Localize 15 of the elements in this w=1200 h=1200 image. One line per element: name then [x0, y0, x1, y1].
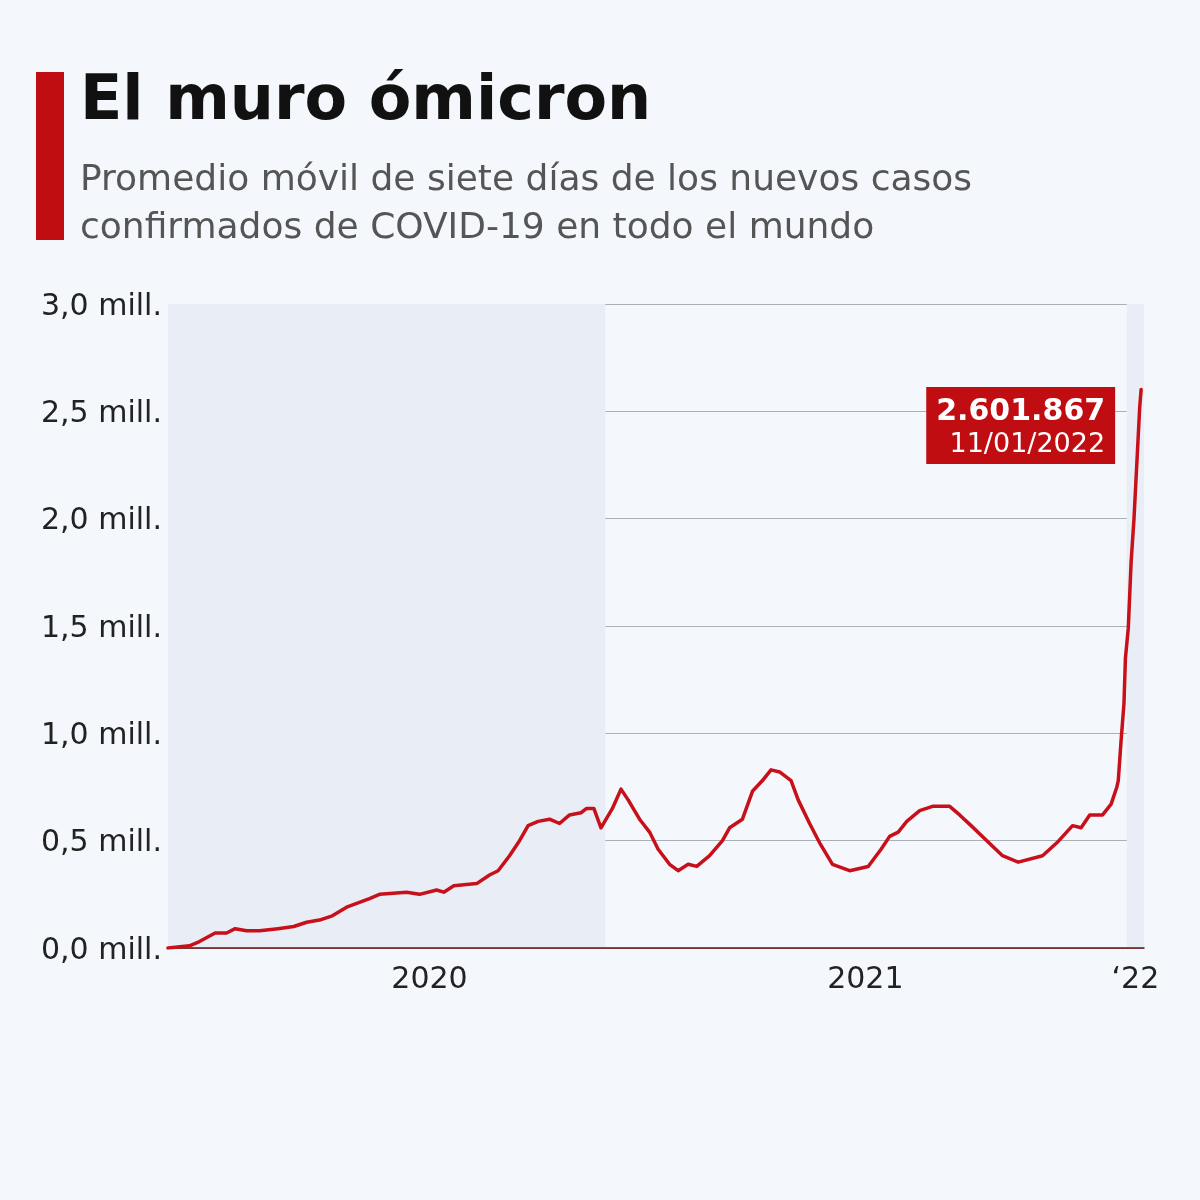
y-tick-label: 0,5 mill. — [40, 823, 162, 859]
y-tick-label: 0,0 mill. — [40, 930, 162, 966]
y-tick-label: 2,5 mill. — [40, 393, 162, 429]
y-tick-label: 2,0 mill. — [40, 501, 162, 537]
line-series — [166, 387, 1143, 950]
y-tick-label: 3,0 mill. — [40, 286, 162, 322]
x-tick-label: 2020 — [391, 959, 468, 995]
chart-title: El muro ómicron — [80, 60, 652, 136]
y-tick-label: 1,0 mill. — [40, 715, 162, 751]
y-tick-label: 1,5 mill. — [40, 608, 162, 644]
annotation: 11/01/2022 — [949, 426, 1106, 458]
annotation: 2.601.867 — [936, 392, 1106, 428]
chart-subtitle: Promedio móvil de siete días de los nuevos casos confirmados de COVID-19 en todo el mundo — [80, 156, 974, 248]
x-tick-label: ‘22 — [1111, 959, 1160, 995]
x-tick-label: 2021 — [827, 959, 904, 995]
